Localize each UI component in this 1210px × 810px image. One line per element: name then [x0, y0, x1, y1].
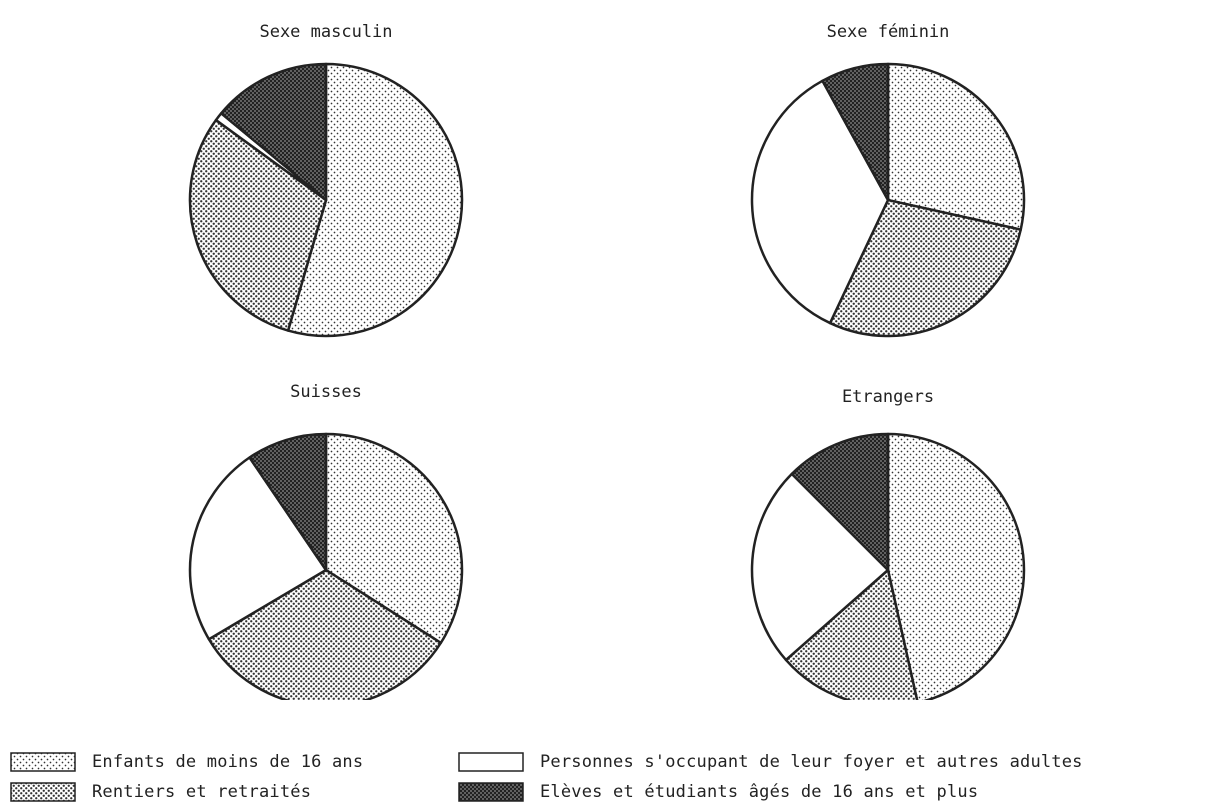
pie-slice-rentiers-et-retraites [207, 568, 443, 700]
chart-title: Suisses [290, 382, 362, 402]
chart-title: Sexe féminin [827, 22, 950, 42]
legend-item-enfants: Enfants de moins de 16 ans [10, 752, 363, 772]
legend-item-personnes-foyer: Personnes s'occupant de leur foyer et au… [458, 752, 1083, 772]
pie-suisses: Suisses [188, 382, 464, 700]
pie-slice-eleves-et-etudiants-ages-de-16-ans-et-plus [248, 432, 328, 572]
pie-slice-enfants-de-moins-de-16-ans [886, 432, 1026, 700]
legend-swatch [10, 782, 76, 802]
pie-slice-personnes-s-occupant-de-leur-foyer-et-autres-adultes [188, 456, 328, 641]
legend-label: Enfants de moins de 16 ans [92, 752, 364, 772]
pie-slice-personnes-s-occupant-de-leur-foyer-et-autres-adultes [750, 472, 890, 662]
pie-slice-rentiers-et-retraites [828, 198, 1022, 338]
pie-slice-rentiers-et-retraites [784, 568, 919, 700]
legend-swatch [458, 782, 524, 802]
pie-charts: Sexe masculin Sexe féminin Suisses Etranger… [188, 22, 1026, 700]
pie-slice-enfants-de-moins-de-16-ans [286, 62, 464, 338]
pie-slice-eleves-et-etudiants-ages-de-16-ans-et-plus [790, 432, 890, 572]
legend-swatch [458, 752, 524, 772]
pie-sexe-feminin: Sexe féminin [750, 22, 1026, 338]
legend-item-eleves-etudiants: Elèves et étudiants âgés de 16 ans et pl… [458, 782, 978, 802]
legend-label: Elèves et étudiants âgés de 16 ans et pl… [540, 782, 979, 802]
pie-sexe-masculin: Sexe masculin [188, 22, 464, 338]
pie-etrangers: Etrangers [750, 387, 1026, 700]
legend-label: Personnes s'occupant de leur foyer et au… [540, 752, 1083, 772]
pie-slice-personnes-s-occupant-de-leur-foyer-et-autres-adultes [750, 79, 890, 325]
pie-slice-rentiers-et-retraites [188, 118, 328, 332]
pie-slice-eleves-et-etudiants-ages-de-16-ans-et-plus [219, 62, 328, 202]
chart-title: Etrangers [842, 387, 934, 407]
pie-slice-eleves-et-etudiants-ages-de-16-ans-et-plus [821, 62, 890, 202]
pie-slice-enfants-de-moins-de-16-ans [886, 62, 1026, 231]
legend-item-rentiers: Rentiers et retraités [10, 782, 311, 802]
legend-label: Rentiers et retraités [92, 782, 312, 802]
chart-title: Sexe masculin [259, 22, 392, 42]
legend-swatch [10, 752, 76, 772]
